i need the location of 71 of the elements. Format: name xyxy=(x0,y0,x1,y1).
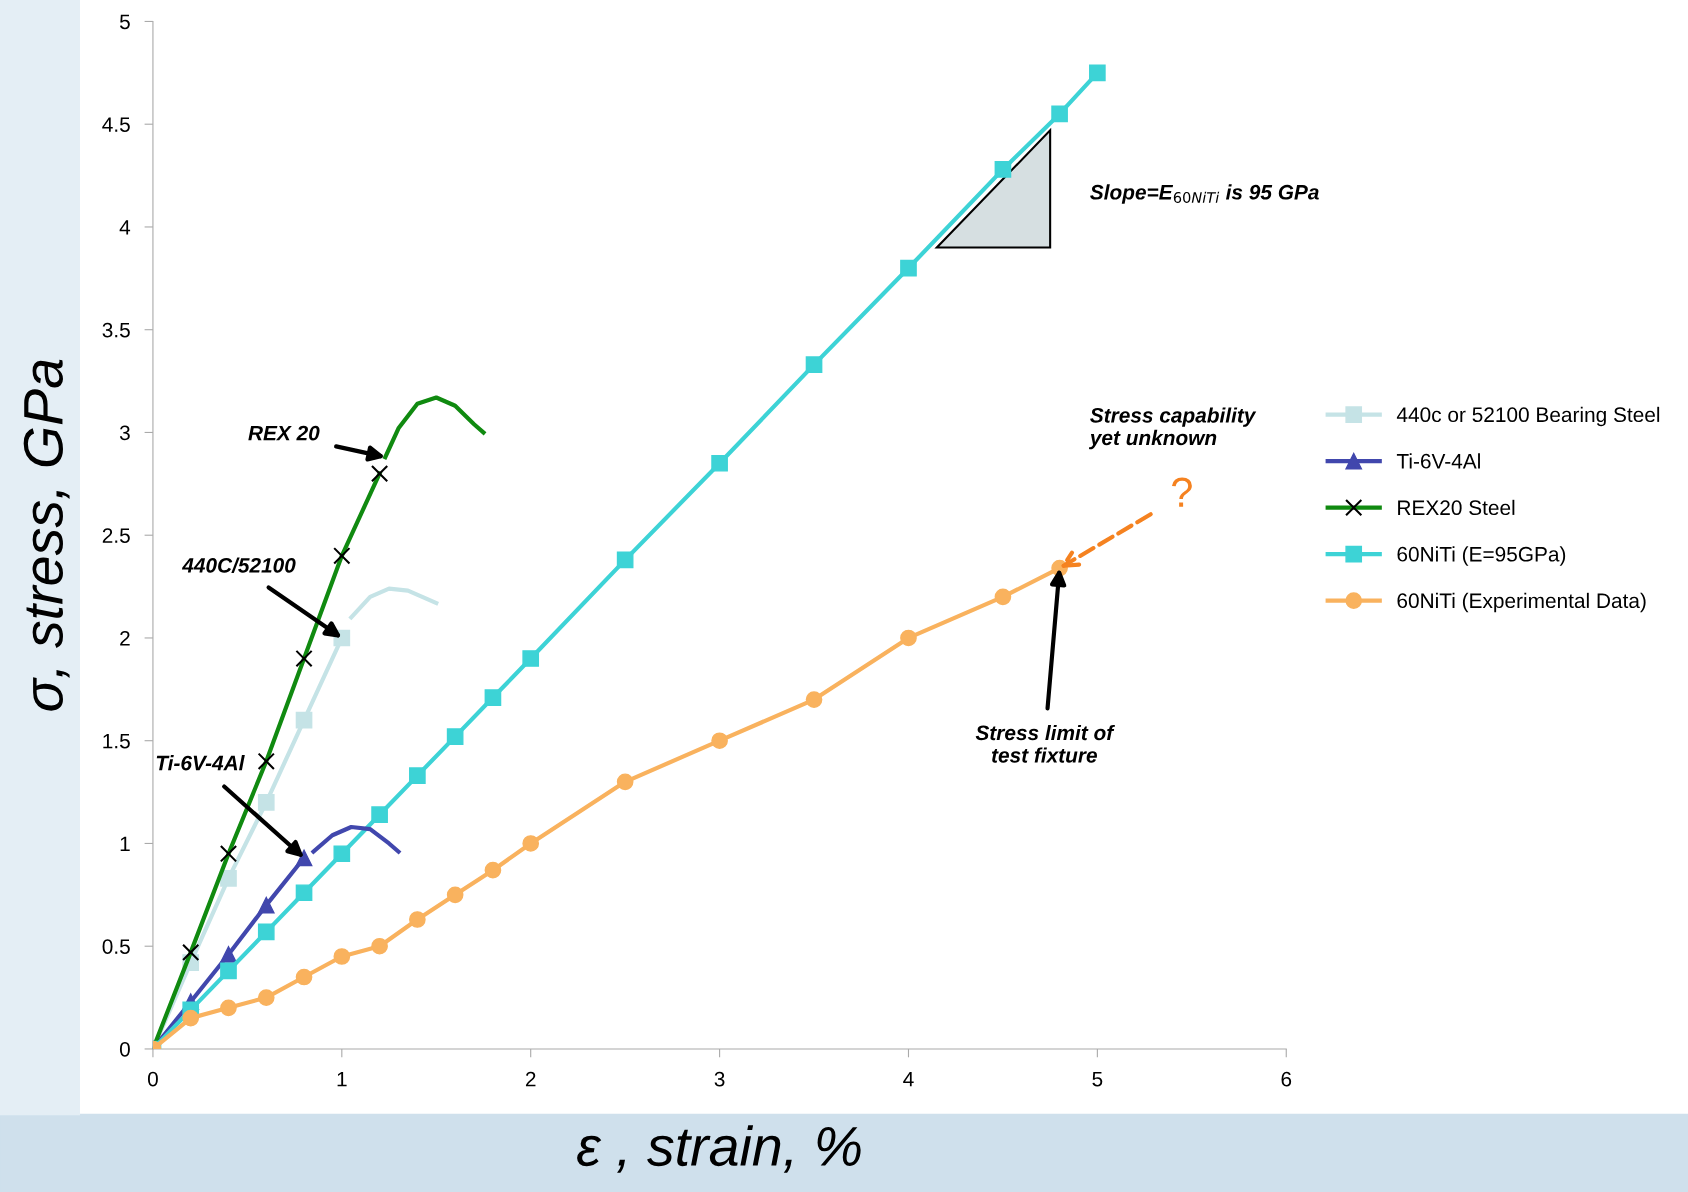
y-tick-label: 0.5 xyxy=(102,939,130,954)
y-tick-label: 0 xyxy=(119,1041,130,1057)
x-tick-label: 0 xyxy=(147,1071,158,1087)
annotation: REX 20 xyxy=(248,425,320,441)
y-axis-title: σ, stress, GPa xyxy=(23,359,70,711)
x-axis-title: ε , strain, % xyxy=(577,1125,861,1173)
point xyxy=(409,911,426,928)
y-tick-label: 1 xyxy=(120,836,130,852)
point xyxy=(333,845,351,863)
point xyxy=(182,1009,200,1027)
point xyxy=(371,937,388,955)
point xyxy=(409,767,426,784)
point xyxy=(446,886,464,904)
y-tick-label: 4 xyxy=(119,220,131,235)
point xyxy=(994,161,1012,178)
y-tick-label: 2.5 xyxy=(102,528,130,543)
point xyxy=(220,870,237,887)
y-tick-label: 3 xyxy=(119,425,130,441)
point xyxy=(1089,64,1106,82)
point xyxy=(295,884,313,902)
point xyxy=(333,948,351,965)
y-tick-label: 2 xyxy=(120,630,130,646)
point xyxy=(484,861,502,879)
legend-label: 60NiTi (E=95GPa) xyxy=(1397,546,1566,566)
y-tick-label: 1.5 xyxy=(103,733,130,749)
point xyxy=(805,691,823,708)
point xyxy=(616,551,634,569)
point xyxy=(1051,105,1068,123)
line-series xyxy=(383,395,486,460)
x-tick-label: 1 xyxy=(337,1071,347,1087)
annotation: 440C/52100 xyxy=(181,557,296,573)
point xyxy=(220,962,237,980)
line-series xyxy=(349,586,439,620)
point xyxy=(484,689,502,706)
point xyxy=(295,968,313,986)
legend-label: 440c or 52100 Bearing Steel xyxy=(1396,406,1660,427)
x-tick-label: 3 xyxy=(714,1071,725,1087)
point xyxy=(616,773,634,791)
point xyxy=(711,454,728,472)
x-tick-label: 4 xyxy=(903,1071,914,1087)
legend-label: REX20 Steel xyxy=(1398,499,1515,516)
point xyxy=(900,259,917,277)
legend-label: 60NiTi (Experimental Data) xyxy=(1397,592,1646,613)
point xyxy=(446,728,464,745)
point xyxy=(522,650,540,667)
point xyxy=(994,588,1012,606)
y-tick-label: 3.5 xyxy=(102,322,130,338)
point xyxy=(805,356,823,373)
y-tick-label: 5 xyxy=(119,14,130,30)
annotation: Ti-6V-4Al xyxy=(156,755,245,771)
point xyxy=(257,896,275,914)
point xyxy=(371,806,388,824)
point xyxy=(220,999,237,1017)
annotation: Slope=E$_{60NiTi}$ is 95 GPa xyxy=(1090,184,1319,204)
point xyxy=(900,629,917,647)
point xyxy=(522,835,540,852)
annotation: ? xyxy=(1171,477,1192,507)
x-tick-label: 2 xyxy=(525,1071,536,1087)
y-tick-label: 4.5 xyxy=(102,117,130,132)
point xyxy=(711,732,728,750)
x-tick-label: 6 xyxy=(1281,1071,1292,1087)
annotation: Stress limit of test fixture xyxy=(975,724,1115,763)
legend-label: Ti-6V-4Al xyxy=(1396,453,1480,469)
point xyxy=(257,794,275,811)
point xyxy=(257,989,275,1006)
annotation: Stress capability yet unknown xyxy=(1088,407,1257,450)
x-tick-label: 5 xyxy=(1092,1071,1103,1087)
point xyxy=(220,946,237,963)
point xyxy=(295,711,313,729)
point xyxy=(257,923,275,941)
point xyxy=(295,849,313,867)
